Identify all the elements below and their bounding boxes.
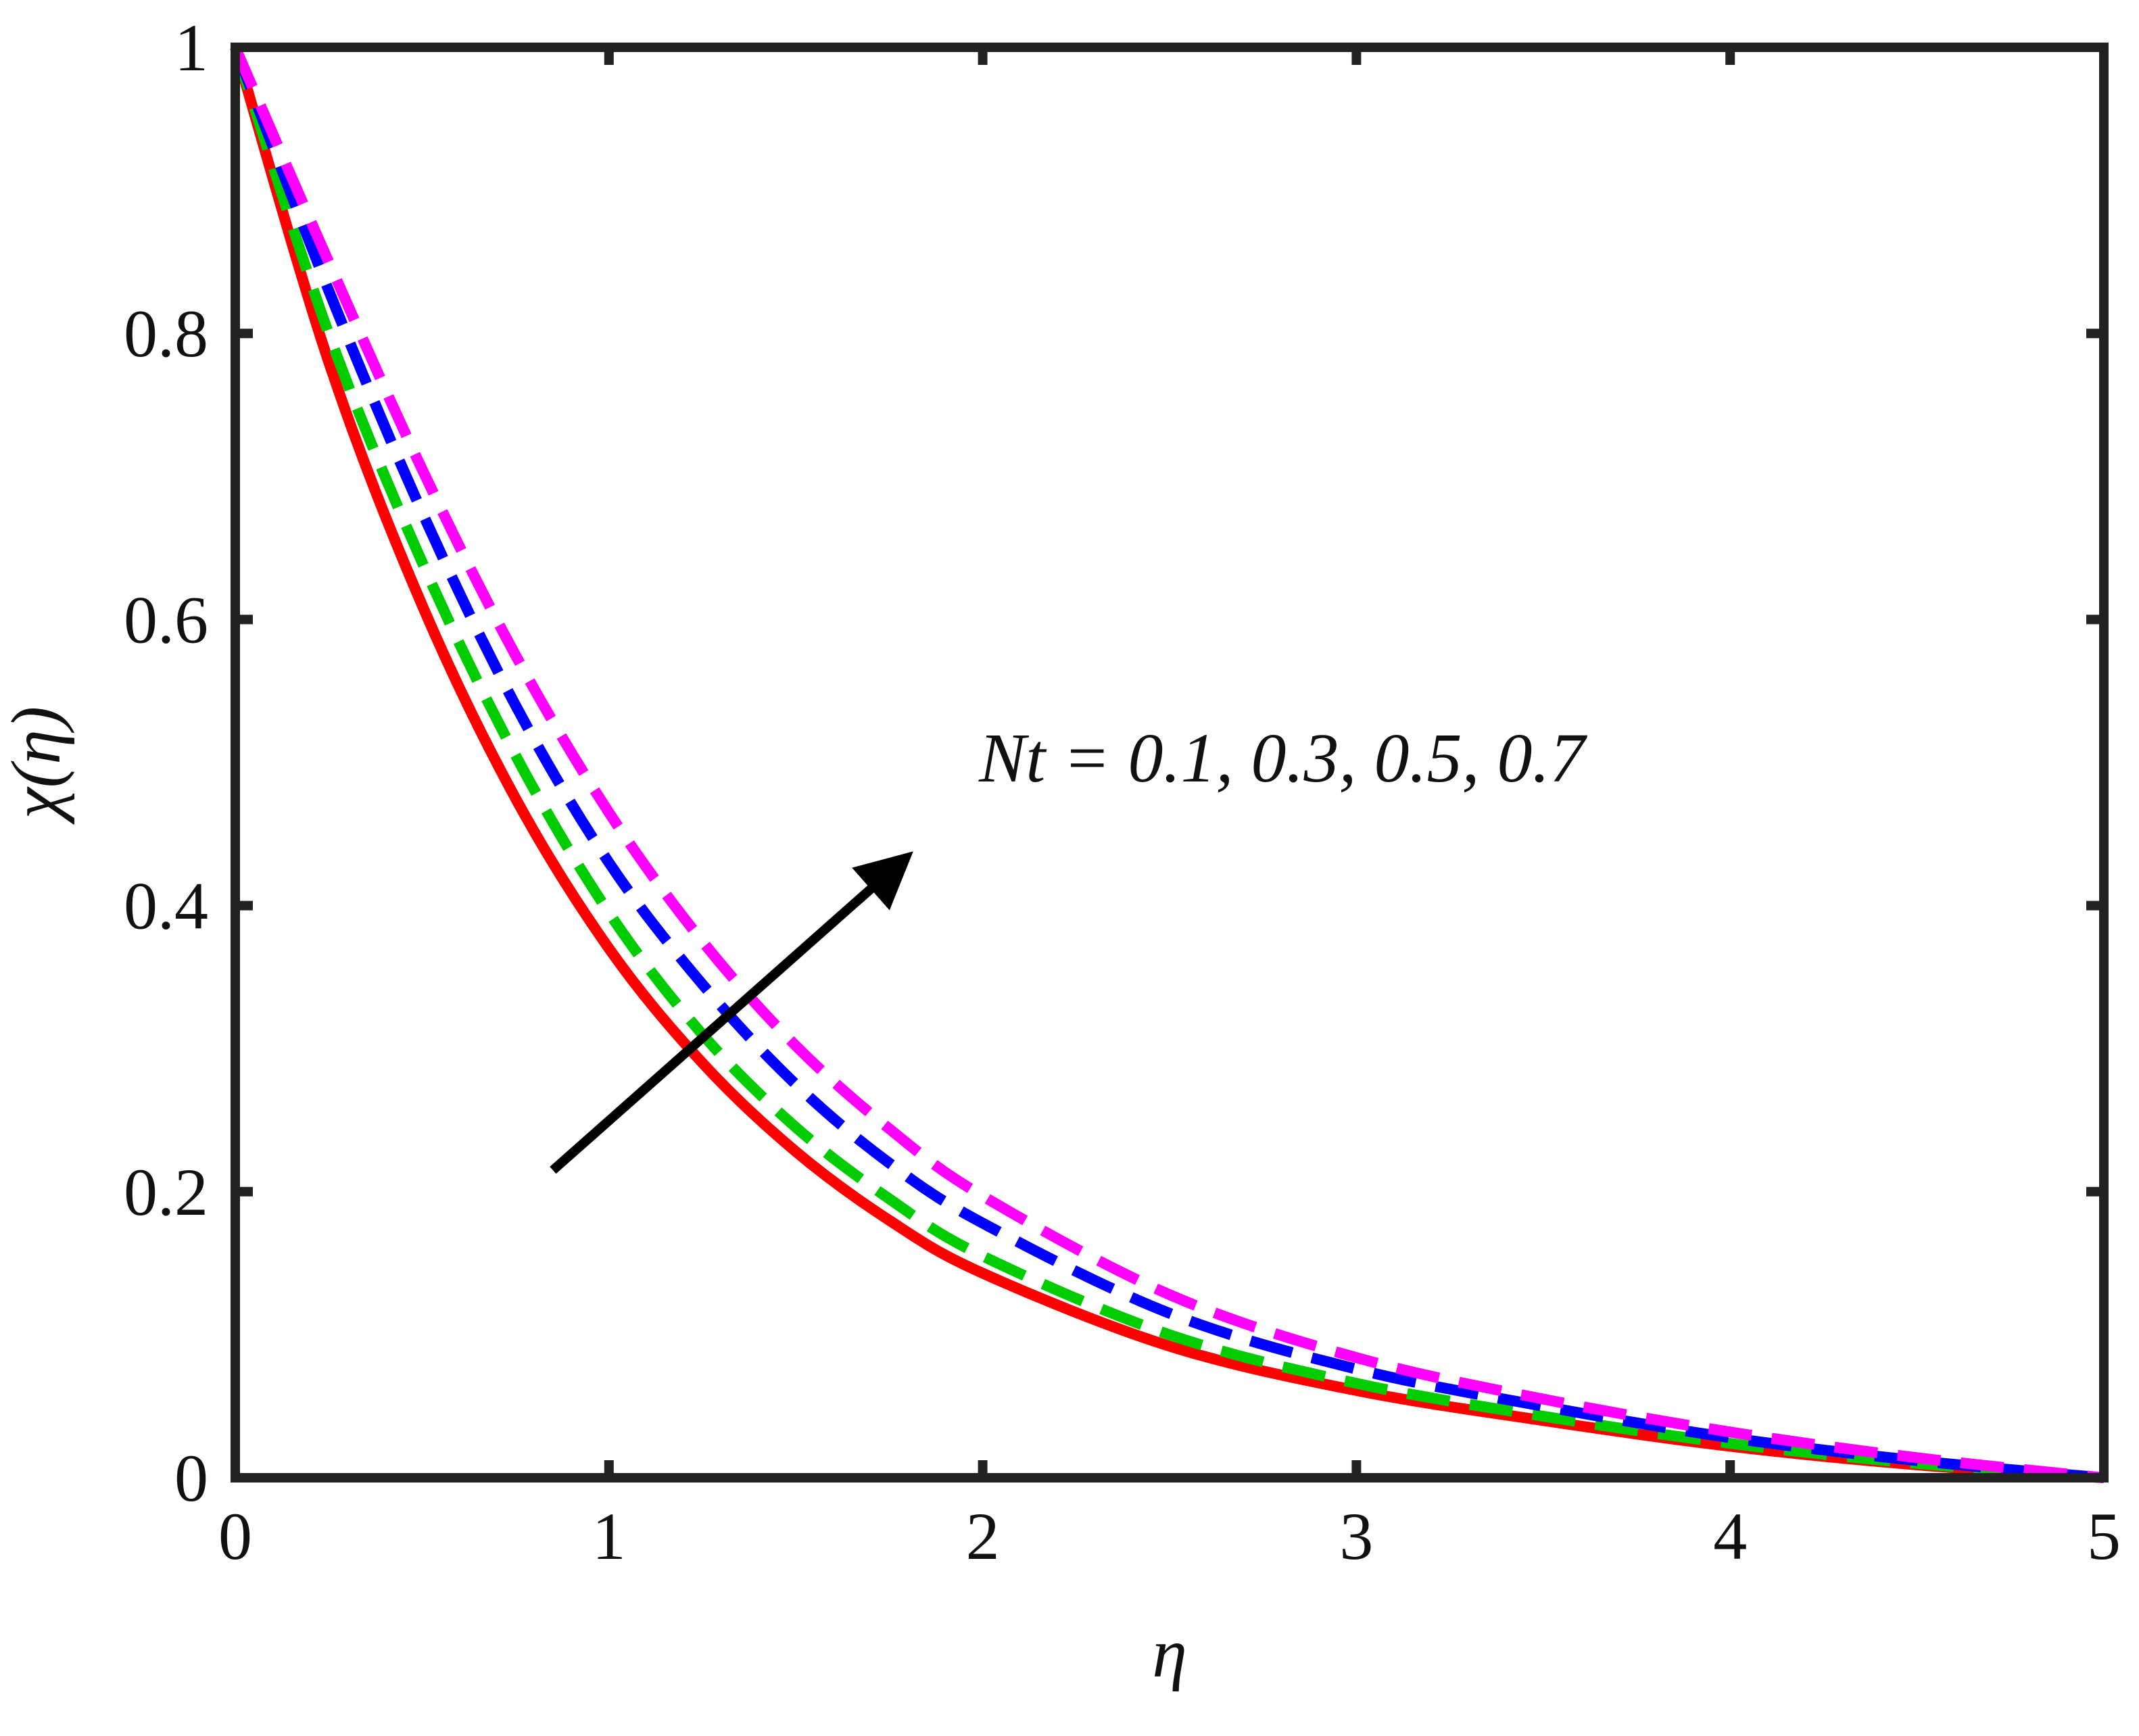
annotation-arrow (550, 851, 913, 1174)
axes-layer (231, 43, 2109, 1482)
annotation-text: Nt = 0.1, 0.3, 0.5, 0.7 (978, 719, 1587, 797)
axes-frame (231, 43, 2109, 1482)
series-layer (230, 45, 2105, 1483)
x-tick-label: 4 (1713, 1499, 1747, 1574)
x-tick-label: 5 (2087, 1499, 2121, 1574)
x-axis-label: η (1152, 1614, 1187, 1692)
series-line-2 (230, 45, 2105, 1483)
y-tick-label: 0 (174, 1441, 208, 1516)
x-tick-label: 2 (966, 1499, 1000, 1574)
x-tick-label: 0 (218, 1499, 252, 1574)
y-axis-label: χ(η) (0, 706, 75, 825)
series-line-4 (230, 45, 2105, 1483)
y-tick-label: 0.4 (124, 869, 208, 944)
y-tick-label: 0.6 (124, 582, 208, 657)
x-tick-label: 3 (1339, 1499, 1373, 1574)
y-tick-label: 0.8 (124, 296, 208, 371)
y-tick-label: 0.2 (124, 1155, 208, 1230)
x-tick-label: 1 (592, 1499, 626, 1574)
series-line-3 (230, 45, 2105, 1483)
y-tick-label: 1 (174, 10, 208, 85)
labels-layer: 0 1 2 3 4 5 0 0.2 0.4 0.6 0.8 1 η χ(η) Nt = 0.1, 0.3, … (0, 10, 2121, 1692)
